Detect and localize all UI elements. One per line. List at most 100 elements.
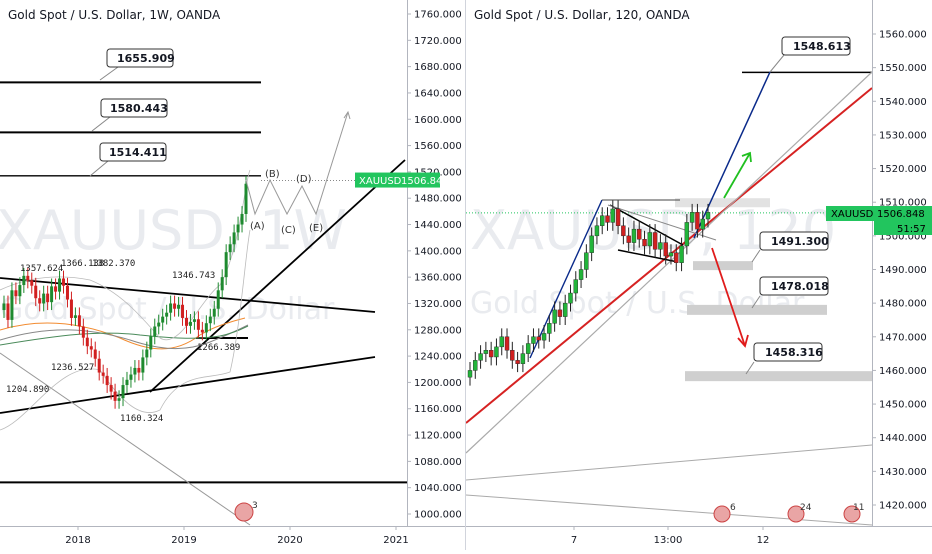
left-candle-body[interactable] [2,303,6,311]
right-candle-body[interactable] [563,302,568,317]
left-candle-body[interactable] [73,315,77,318]
wave-projection-path[interactable] [245,111,349,216]
right-candle-body[interactable] [621,225,626,237]
left-candle-body[interactable] [192,319,196,322]
left-candle-body[interactable] [204,323,208,333]
right-candle-body[interactable] [631,228,637,243]
left-candle-body[interactable] [6,303,10,320]
zone-1478[interactable] [687,304,827,315]
left-price-axis[interactable]: 1000.000 1040.000 1080.000 1120.000 1160.000… [407,10,462,521]
left-candle-body[interactable] [65,285,69,300]
left-candle-body[interactable] [137,367,141,373]
right-candle-body[interactable] [668,252,674,257]
left-candle-body[interactable] [220,277,224,291]
left-candle-body[interactable] [184,317,188,326]
left-candle-body[interactable] [228,244,232,253]
left-candle-body[interactable] [34,285,38,299]
left-candle-body[interactable] [101,372,105,376]
left-candles[interactable] [2,175,248,409]
right-candle-body[interactable] [626,235,631,243]
left-candle-body[interactable] [22,275,26,286]
left-candle-body[interactable] [232,232,236,245]
left-candle-body[interactable] [69,299,73,318]
lower-trendline[interactable] [0,356,376,414]
zone-1458[interactable] [685,371,872,382]
right-candle-body[interactable] [515,360,520,364]
right-candle-body[interactable] [615,208,621,226]
right-candles[interactable] [467,200,711,386]
right-price-badge[interactable]: XAUUSD 1506.848 51:57 [826,206,932,235]
left-candle-body[interactable] [105,375,109,386]
left-candle-body[interactable] [224,252,228,278]
right-candle-body[interactable] [573,279,578,294]
callout-1655[interactable]: 1655.909 [99,48,175,81]
right-candle-body[interactable] [674,252,679,263]
callout-1478[interactable]: 1478.018 [751,276,829,309]
right-candle-body[interactable] [541,333,547,341]
right-candle-body[interactable] [695,212,700,230]
bullish-arrow-line[interactable] [723,152,751,199]
right-price-axis[interactable]: 1420.000 1430.000 1440.000 1450.000 1460.000… [872,30,927,512]
right-candle-body[interactable] [578,269,584,280]
right-candle-body[interactable] [488,350,494,358]
right-candle-body[interactable] [510,350,515,361]
left-candle-body[interactable] [145,349,149,358]
left-candle-body[interactable] [177,304,181,309]
left-plot-area[interactable]: (A) (B) (C) (D) (E) 1357.624 1366.138 13… [0,81,407,526]
left-candle-body[interactable] [133,367,137,375]
zone-1510[interactable] [675,198,770,208]
right-candle-body[interactable] [478,353,483,361]
left-price-badge[interactable]: XAUUSD 1506.848 [355,172,449,188]
right-candle-body[interactable] [547,323,552,334]
blue-target-line[interactable] [693,71,771,239]
callout-1491[interactable]: 1491.300 [751,231,829,263]
right-candle-body[interactable] [689,212,695,223]
left-candle-body[interactable] [58,278,62,292]
right-plot-area[interactable] [466,71,872,526]
left-candle-body[interactable] [77,315,81,327]
right-candle-body[interactable] [610,208,615,223]
right-event-flag-icon-2[interactable]: 24 [787,503,812,523]
right-time-axis[interactable]: 7 13:00 12 [571,526,770,546]
left-candle-body[interactable] [97,358,101,373]
left-candle-body[interactable] [165,312,169,317]
bearish-arrow-line[interactable] [711,247,746,347]
left-candle-body[interactable] [141,357,145,373]
blue-impulse-line[interactable] [529,199,603,359]
right-event-flag-icon-1[interactable]: 6 [713,503,736,523]
callout-1580[interactable]: 1580.443 [91,98,168,132]
right-candle-body[interactable] [642,239,647,247]
left-candle-body[interactable] [181,304,185,318]
callout-1458[interactable]: 1458.316 [745,342,823,375]
left-candle-body[interactable] [30,280,34,286]
left-candle-body[interactable] [109,385,113,392]
left-candle-body[interactable] [129,374,133,380]
rising-trendline[interactable] [149,159,406,393]
left-candle-body[interactable] [125,379,129,386]
left-candle-body[interactable] [161,316,165,323]
right-candle-body[interactable] [589,235,594,253]
left-candle-body[interactable] [89,346,93,350]
left-candle-body[interactable] [216,290,220,309]
left-candle-body[interactable] [117,398,121,401]
left-candle-body[interactable] [54,286,58,292]
right-candle-body[interactable] [605,215,610,223]
zone-1491[interactable] [693,261,753,271]
left-candle-body[interactable] [149,336,153,350]
left-candle-body[interactable] [14,290,18,297]
left-candle-body[interactable] [62,278,66,286]
left-candle-body[interactable] [208,316,212,324]
left-candle-body[interactable] [81,326,85,338]
right-candle-body[interactable] [525,343,531,354]
left-candle-body[interactable] [200,329,204,333]
left-candle-body[interactable] [236,224,240,233]
right-candle-body[interactable] [600,215,605,226]
left-candle-body[interactable] [85,337,89,347]
left-candle-body[interactable] [212,308,216,317]
left-candle-body[interactable] [244,183,248,214]
right-candle-body[interactable] [504,336,510,351]
right-candle-body[interactable] [473,360,478,371]
left-candle-body[interactable] [42,293,46,304]
right-candle-body[interactable] [494,346,499,358]
